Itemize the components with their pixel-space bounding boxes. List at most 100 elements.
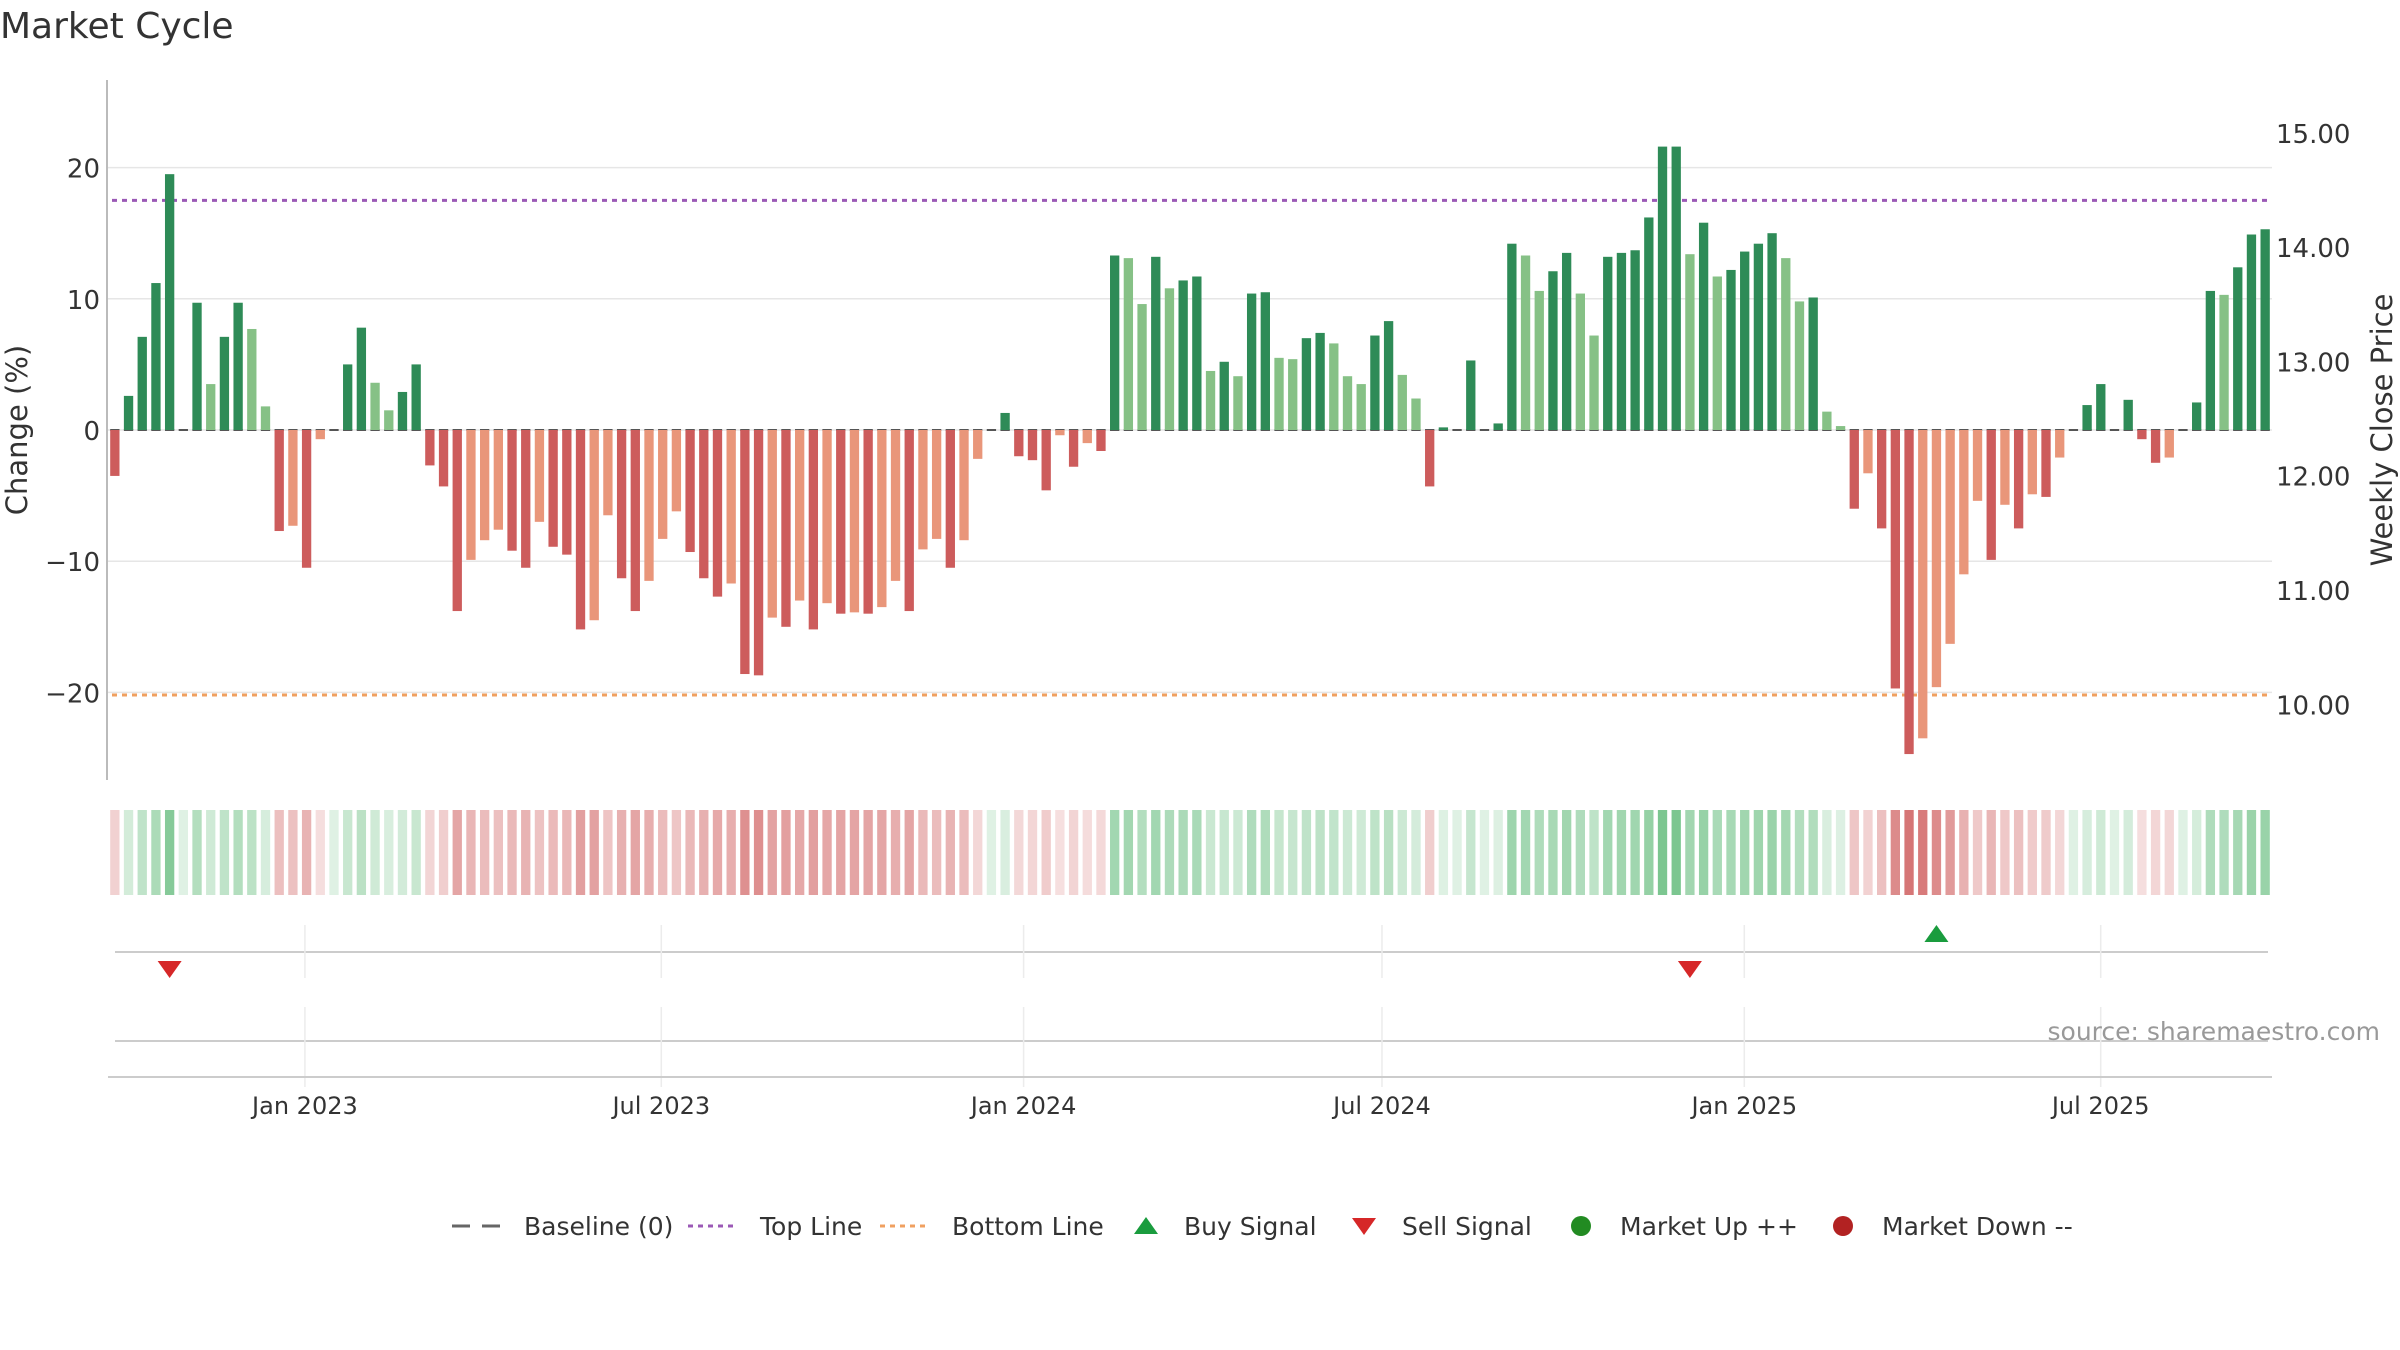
heat-cell (356, 810, 367, 895)
bar (726, 430, 736, 584)
heat-cell (1342, 810, 1353, 895)
sell-signal-marker (1677, 961, 1702, 978)
bar (1178, 280, 1188, 430)
bar (274, 430, 284, 532)
bar (493, 430, 503, 530)
heat-cell (1452, 810, 1462, 895)
bar (890, 430, 901, 581)
bar (1096, 430, 1106, 451)
y-tick-label-right: 13.00 (2276, 348, 2350, 378)
heat-cell (1479, 810, 1490, 895)
bar (1794, 301, 1805, 430)
heat-cell (630, 810, 640, 895)
bar (1835, 426, 1846, 430)
heat-cell (1411, 810, 1421, 895)
heat-cell (1548, 810, 1558, 895)
bar (603, 430, 613, 516)
bar (1356, 384, 1366, 430)
heat-cell (1520, 810, 1531, 895)
y-tick-label-left: 10 (67, 286, 100, 316)
bar (1986, 430, 1996, 560)
heat-cell (452, 810, 462, 895)
bar (466, 430, 476, 560)
heat-cell (2109, 810, 2120, 895)
bar (1014, 430, 1024, 457)
bar (1205, 370, 1216, 430)
x-tick-label: Jan 2023 (250, 1092, 358, 1120)
heat-cell (1561, 810, 1572, 895)
heat-cell (712, 810, 723, 895)
heat-cell (1877, 810, 1887, 895)
bar (753, 430, 764, 676)
y-tick-label-left: −20 (45, 679, 100, 709)
heat-cell (1959, 810, 1969, 895)
heat-cell (1123, 810, 1134, 895)
heat-cell (1671, 810, 1681, 895)
legend-label: Bottom Line (952, 1212, 1104, 1241)
heat-cell (1110, 810, 1120, 895)
bar (1945, 430, 1955, 644)
x-tick-label: Jan 2024 (969, 1092, 1077, 1120)
x-tick-label: Jul 2024 (1331, 1092, 1431, 1120)
bar (1246, 293, 1257, 430)
heat-cell (1808, 810, 1818, 895)
bar (1849, 430, 1859, 509)
bar (164, 174, 175, 430)
heat-cell (1630, 810, 1640, 895)
bar (2000, 430, 2010, 505)
heat-cell (1644, 810, 1654, 895)
heat-cell (1466, 810, 1476, 895)
heat-cell (425, 810, 435, 895)
heat-cell (1603, 810, 1613, 895)
bar (1123, 258, 1134, 430)
heat-cell (877, 810, 887, 895)
heat-cell (1370, 810, 1380, 895)
bar (1000, 412, 1010, 430)
heat-cell (411, 810, 421, 895)
heat-cell (438, 810, 449, 895)
bar (1904, 430, 1914, 755)
bar (110, 430, 120, 476)
bar (1520, 255, 1531, 430)
y-axis-label-left: Change (%) (0, 345, 34, 515)
heat-cell (1301, 810, 1312, 895)
heat-cell (822, 810, 832, 895)
sell-signal-marker (157, 961, 182, 978)
signal-panel (115, 925, 2268, 1087)
bar (1918, 430, 1928, 739)
bar (479, 430, 490, 541)
bar (288, 430, 298, 526)
heat-cell (1986, 810, 1996, 895)
bar (384, 410, 394, 430)
bar (2164, 430, 2174, 458)
bar (1808, 297, 1818, 430)
bar (2082, 405, 2092, 430)
legend-label: Buy Signal (1184, 1212, 1317, 1241)
x-tick-label: Jul 2025 (2050, 1092, 2150, 1120)
bar (2219, 294, 2229, 430)
bar (411, 364, 421, 430)
heat-cell (1863, 810, 1873, 895)
heat-cell (493, 810, 503, 895)
bar (808, 430, 819, 630)
heat-cell (904, 810, 914, 895)
bar (1425, 430, 1435, 487)
heat-cell (479, 810, 490, 895)
bar (781, 430, 791, 627)
heat-cell (1918, 810, 1928, 895)
y-tick-label-right: 12.00 (2276, 463, 2350, 493)
heat-cell (521, 810, 531, 895)
heat-cell (288, 810, 298, 895)
heat-cell (1205, 810, 1216, 895)
heat-cell (110, 810, 120, 895)
bar (1671, 146, 1681, 430)
bar (1589, 335, 1599, 430)
heat-cell (534, 810, 545, 895)
heat-cell (247, 810, 257, 895)
heat-cell (658, 810, 668, 895)
y-tick-label-left: −10 (45, 548, 100, 578)
heat-cell (890, 810, 901, 895)
bar (438, 430, 449, 487)
heat-cell (206, 810, 216, 895)
